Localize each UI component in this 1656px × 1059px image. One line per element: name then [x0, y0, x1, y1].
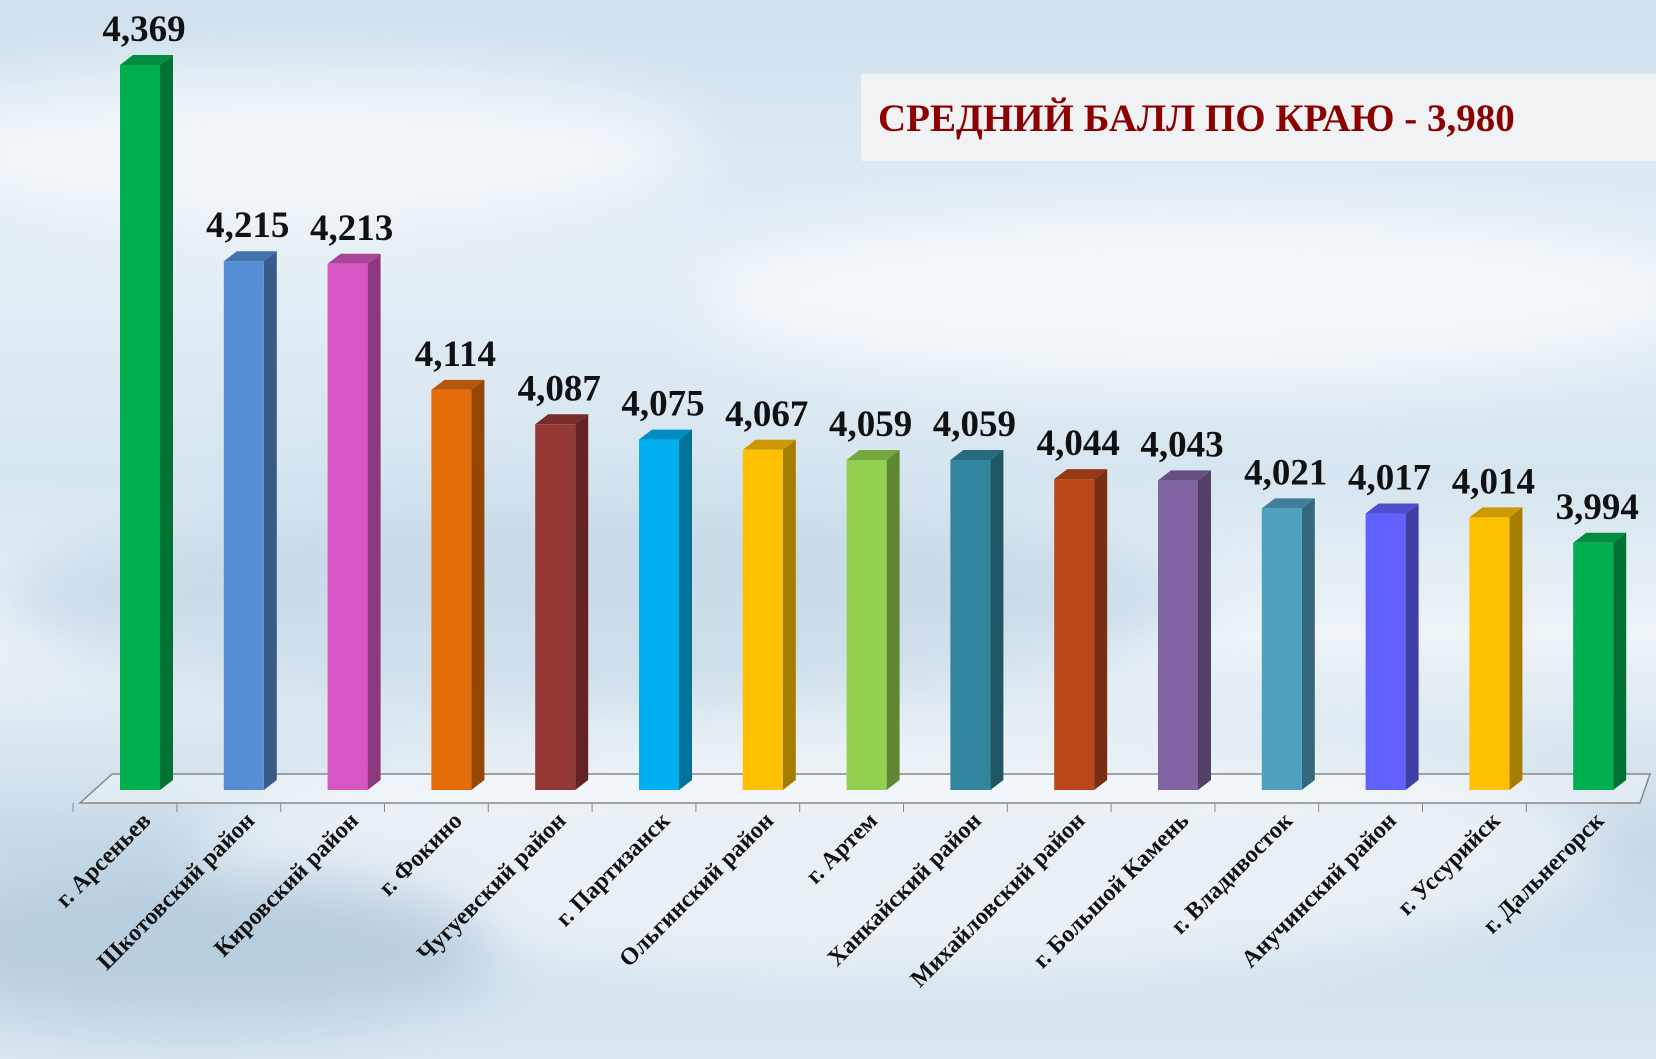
bar-top	[1054, 469, 1108, 480]
value-label: 4,114	[415, 334, 496, 375]
bar	[1469, 517, 1510, 790]
bar	[327, 263, 368, 790]
value-label: 4,369	[102, 9, 185, 50]
bar-side	[1405, 503, 1419, 790]
bar	[1158, 480, 1198, 790]
bar-side	[679, 429, 692, 790]
bar-side	[160, 54, 173, 790]
bar-top	[1573, 532, 1627, 543]
bar	[950, 459, 991, 790]
annotation-box	[861, 74, 1656, 161]
bar	[846, 459, 887, 790]
bar	[1365, 513, 1406, 790]
bar-top	[742, 439, 796, 450]
value-label: 4,059	[829, 404, 912, 445]
bar-side	[367, 253, 381, 791]
bar-top	[846, 449, 900, 460]
value-label: 4,043	[1140, 424, 1223, 465]
value-label: 4,067	[725, 394, 808, 435]
bar-top	[535, 414, 589, 425]
bar-side	[1613, 532, 1627, 790]
value-label: 4,213	[310, 208, 393, 249]
bar	[742, 449, 783, 790]
bar	[120, 64, 160, 790]
bar	[535, 424, 576, 790]
bar-side	[990, 449, 1004, 790]
value-label: 4,215	[206, 205, 289, 246]
bar-top	[327, 253, 381, 264]
value-label: 4,014	[1452, 461, 1535, 502]
bar	[223, 261, 264, 790]
bar-side	[471, 379, 485, 790]
bar-top	[1261, 498, 1315, 509]
value-label: 4,075	[621, 384, 704, 425]
bar	[1261, 508, 1302, 790]
bar-top	[120, 54, 173, 65]
value-label: 4,059	[933, 404, 1016, 445]
bar-side	[575, 414, 589, 790]
value-label: 4,017	[1348, 458, 1431, 499]
value-label: 4,044	[1037, 423, 1120, 464]
bar-side	[1301, 498, 1315, 790]
bar	[639, 439, 679, 790]
bar-side	[886, 449, 900, 790]
value-label: 3,994	[1556, 487, 1639, 528]
bar-side	[263, 251, 277, 791]
bar-top	[1365, 503, 1419, 514]
bar-side	[782, 439, 796, 790]
bar-top	[1469, 507, 1523, 518]
bar-side	[1094, 469, 1108, 790]
value-label: 4,021	[1244, 452, 1327, 493]
bar	[1054, 479, 1095, 790]
bar-top	[950, 449, 1004, 460]
bar-top	[431, 379, 485, 390]
value-label: 4,087	[518, 368, 601, 409]
bar	[1573, 542, 1614, 790]
bar	[431, 389, 472, 790]
bar-top	[639, 429, 692, 440]
annotation: СРЕДНИЙ БАЛЛ ПО КРАЮ - 3,980	[878, 96, 1515, 140]
bar-top	[1158, 470, 1211, 481]
bar-side	[1509, 507, 1523, 790]
bar-side	[1198, 470, 1211, 790]
bar-top	[223, 251, 277, 262]
